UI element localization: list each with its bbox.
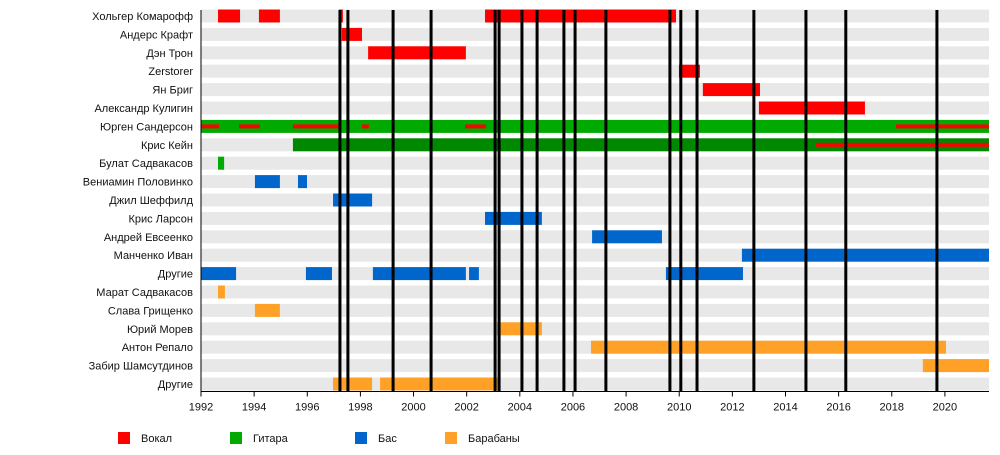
bar-vocal <box>678 64 700 78</box>
legend-label-bass: Бас <box>378 433 397 445</box>
x-tick-label: 2006 <box>561 402 585 414</box>
bar-vocal <box>758 101 865 115</box>
row-background <box>201 46 989 60</box>
bar-guitar <box>201 119 989 133</box>
legend-swatch-drums <box>445 432 457 444</box>
member-name: Александр Кулигин <box>94 103 193 115</box>
x-tick-label: 1992 <box>189 402 213 414</box>
bar-drums <box>218 285 225 299</box>
x-tick-label: 2004 <box>508 402 532 414</box>
x-tick-label: 2018 <box>880 402 904 414</box>
bar-bass <box>305 267 332 281</box>
row-background <box>201 377 989 391</box>
x-tick-label: 1994 <box>242 402 266 414</box>
bar-guitar <box>218 156 225 170</box>
bar-bass <box>485 211 542 225</box>
row-background <box>201 303 989 317</box>
row-background <box>201 27 989 41</box>
member-name: Манченко Иван <box>114 250 193 262</box>
stripe-vocal <box>816 142 989 147</box>
member-name: Ян Бриг <box>152 85 193 97</box>
bar-drums <box>333 377 373 391</box>
row-background <box>201 322 989 336</box>
bar-bass <box>592 230 662 244</box>
stripe-vocal <box>362 124 369 129</box>
bar-vocal <box>485 9 677 23</box>
bar-vocal <box>258 9 280 23</box>
bar-bass <box>665 267 743 281</box>
bar-drums <box>496 322 542 336</box>
member-name: Хольгер Комарофф <box>92 11 193 23</box>
member-name: Юрген Сандерсон <box>100 121 193 133</box>
row-background <box>201 64 989 78</box>
bar-bass <box>333 193 373 207</box>
bar-bass <box>297 175 308 189</box>
bar-drums <box>254 303 280 317</box>
bar-guitar2 <box>292 138 990 152</box>
member-name: Андерс Крафт <box>120 29 193 41</box>
legend-swatch-bass <box>355 432 367 444</box>
member-name: Андрей Евсеенко <box>104 232 193 244</box>
member-name: Крис Кейн <box>141 140 193 152</box>
row-background <box>201 193 989 207</box>
stripe-vocal <box>238 124 260 129</box>
bar-bass <box>372 267 466 281</box>
legend-label-guitar: Гитара <box>253 433 289 445</box>
legend-swatch-vocal <box>118 432 130 444</box>
x-tick-label: 2016 <box>826 402 850 414</box>
member-name: Юрий Морев <box>127 324 193 336</box>
x-tick-label: 2014 <box>773 402 797 414</box>
row-background <box>201 175 989 189</box>
bar-vocal <box>341 27 363 41</box>
x-tick-label: 1998 <box>348 402 372 414</box>
row-background <box>201 83 989 97</box>
bar-bass <box>254 175 280 189</box>
bar-bass <box>469 267 479 281</box>
bar-bass <box>741 248 989 262</box>
x-tick-label: 2000 <box>401 402 425 414</box>
member-name: Другие <box>158 269 193 281</box>
member-name: Джил Шеффилд <box>109 195 193 207</box>
row-background <box>201 359 989 373</box>
x-tick-label: 2010 <box>667 402 691 414</box>
row-background <box>201 156 989 170</box>
member-name: Булат Садвакасов <box>99 158 193 170</box>
stripe-vocal <box>292 124 342 129</box>
legend-swatch-guitar <box>230 432 242 444</box>
x-tick-label: 1996 <box>295 402 319 414</box>
bar-vocal <box>702 83 760 97</box>
member-name: Крис Ларсон <box>129 213 194 225</box>
row-background <box>201 285 989 299</box>
row-background <box>201 211 989 225</box>
legend-label-vocal: Вокал <box>141 433 172 445</box>
stripe-vocal <box>465 124 487 129</box>
x-tick-label: 2008 <box>614 402 638 414</box>
bar-vocal <box>218 9 241 23</box>
member-name: Другие <box>158 379 193 391</box>
x-tick-label: 2002 <box>454 402 478 414</box>
stripe-vocal <box>201 124 220 129</box>
bar-bass <box>201 267 237 281</box>
member-name: Слава Грищенко <box>108 305 193 317</box>
member-name: Дэн Трон <box>146 48 193 60</box>
member-name: Забир Шамсутдинов <box>89 361 194 373</box>
member-name: Вениамин Половинко <box>83 177 193 189</box>
stripe-vocal <box>896 124 989 129</box>
member-name: Zerstorer <box>148 66 193 78</box>
x-tick-label: 2012 <box>720 402 744 414</box>
bar-drums <box>922 359 989 373</box>
legend-label-drums: Барабаны <box>468 433 520 445</box>
x-tick-label: 2020 <box>933 402 957 414</box>
bar-drums <box>380 377 499 391</box>
bar-vocal <box>368 46 466 60</box>
member-name: Антон Репало <box>122 342 193 354</box>
member-name: Марат Садвакасов <box>96 287 193 299</box>
row-background <box>201 101 989 115</box>
bar-drums <box>591 340 946 354</box>
